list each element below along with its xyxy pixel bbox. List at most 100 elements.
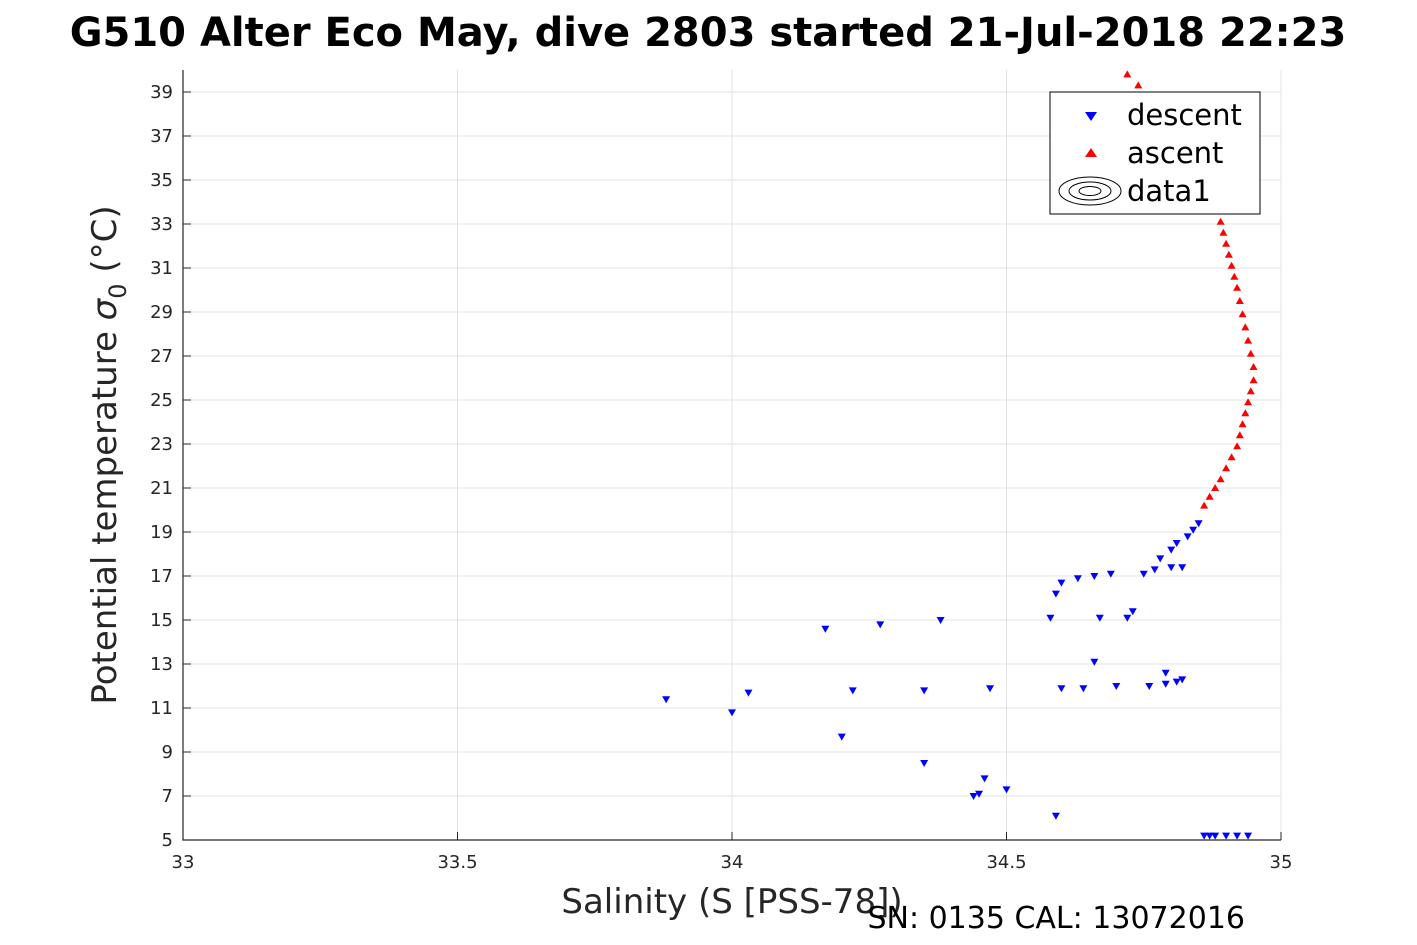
x-tick-label: 33 (172, 852, 195, 873)
descent-point (1211, 832, 1220, 840)
x-axis-label: Salinity (S [PSS-78]) (561, 882, 902, 922)
y-tick-label: 15 (150, 610, 173, 631)
ascent-point (1246, 387, 1255, 395)
ascent-point (1241, 323, 1250, 331)
ascent-point (1216, 217, 1225, 225)
descent-point (975, 790, 984, 798)
descent-point (1073, 575, 1082, 583)
descent-point (821, 625, 830, 633)
descent-point (848, 687, 857, 695)
ascent-point (1211, 484, 1220, 491)
descent-point (1051, 812, 1060, 820)
ascent-point (1238, 420, 1247, 428)
descent-point (920, 760, 929, 767)
legend-ascent-marker (1085, 148, 1097, 157)
descent-point (920, 687, 929, 695)
descent-point (1057, 685, 1066, 693)
y-tick-label: 35 (150, 170, 173, 191)
descent-point (1178, 564, 1187, 572)
y-tick-label: 25 (150, 390, 173, 411)
descent-point (1205, 832, 1214, 840)
ascent-point (1246, 349, 1255, 357)
y-tick-label: 27 (150, 346, 173, 367)
ascent-point (1200, 501, 1209, 509)
descent-point (1244, 832, 1253, 840)
ascent-point (1227, 261, 1236, 269)
ascent-point (1134, 81, 1143, 89)
serial-calibration-text: SN: 0135 CAL: 13072016 (867, 901, 1245, 936)
y-tick-label: 33 (150, 214, 173, 235)
legend: descent ascent data1 (1049, 91, 1261, 215)
descent-point (837, 733, 846, 741)
y-tick-label: 23 (150, 434, 173, 455)
descent-point (1150, 566, 1159, 574)
y-axis-label-subscript: 0 (104, 283, 132, 298)
ascent-point (1222, 464, 1231, 472)
descent-point (980, 775, 989, 783)
descent-point (1106, 570, 1115, 578)
y-tick-label: 17 (150, 566, 173, 587)
descent-point (1090, 658, 1099, 666)
legend-data1-label: data1 (1127, 174, 1211, 208)
ascent-point (1244, 398, 1253, 406)
descent-point (969, 793, 978, 800)
data-points (662, 70, 1258, 840)
descent-point (1051, 590, 1060, 598)
descent-point (1161, 680, 1170, 688)
y-tick-label: 11 (150, 698, 173, 719)
ascent-point (1205, 492, 1214, 500)
ascent-point (1230, 272, 1239, 280)
x-tick-label: 34 (721, 852, 744, 873)
ascent-point (1249, 363, 1258, 370)
ascent-point (1123, 70, 1132, 78)
y-tick-label: 29 (150, 302, 173, 323)
descent-point (1123, 614, 1132, 622)
descent-point (1057, 579, 1066, 587)
ascent-point (1241, 409, 1250, 417)
descent-point (876, 621, 885, 629)
descent-point (1090, 573, 1099, 580)
descent-point (728, 709, 736, 717)
ascent-point (1238, 310, 1247, 318)
descent-point (1156, 555, 1165, 563)
ascent-point (1224, 250, 1233, 258)
legend-box (1049, 91, 1261, 215)
descent-point (1046, 614, 1055, 622)
descent-point (1002, 786, 1011, 794)
ascent-point (1233, 283, 1242, 291)
descent-point (1145, 683, 1154, 690)
descent-point (662, 696, 671, 704)
ascent-point (1227, 453, 1236, 461)
y-tick-label: 31 (150, 258, 173, 279)
descent-point (1079, 685, 1088, 693)
y-axis-label: Potential temperature σ0 (°C) (85, 205, 132, 704)
x-axis-ticks: 33 33.5 34 34.5 35 (172, 832, 1293, 873)
chart-title: G510 Alter Eco May, dive 2803 started 21… (70, 10, 1347, 56)
legend-ascent-label: ascent (1127, 136, 1223, 170)
ascent-point (1219, 228, 1228, 236)
descent-point (1189, 526, 1198, 534)
descent-point (986, 685, 995, 693)
x-tick-label: 35 (1270, 852, 1293, 873)
descent-point (936, 617, 945, 624)
legend-descent-label: descent (1127, 98, 1242, 132)
y-tick-label: 13 (150, 654, 173, 675)
descent-point (1095, 614, 1104, 622)
descent-point (1194, 520, 1203, 528)
descent-point (1178, 676, 1187, 684)
y-axis-ticks: 5 7 9 11 13 15 17 19 21 23 25 27 29 31 33 35 37 39 (150, 82, 191, 851)
ascent-point (1235, 297, 1244, 304)
descent-point (1222, 832, 1231, 840)
legend-contour-icon (1058, 176, 1122, 206)
legend-descent-marker (1085, 112, 1097, 121)
y-tick-label: 9 (162, 742, 173, 763)
descent-point (1167, 546, 1176, 554)
y-tick-label: 39 (150, 82, 173, 103)
descent-point (1183, 533, 1192, 541)
descent-point (1233, 832, 1242, 840)
x-tick-label: 33.5 (437, 852, 477, 873)
y-tick-label: 7 (162, 786, 173, 807)
y-axis-label-unit: (°C) (85, 205, 125, 283)
ascent-point (1249, 376, 1258, 384)
